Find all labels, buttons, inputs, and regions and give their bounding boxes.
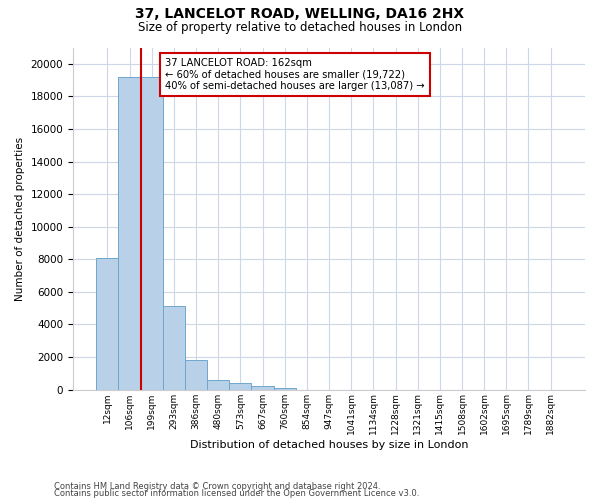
Bar: [118, 77, 140, 390]
Text: Size of property relative to detached houses in London: Size of property relative to detached ho…: [138, 21, 462, 34]
Text: Contains HM Land Registry data © Crown copyright and database right 2024.: Contains HM Land Registry data © Crown c…: [54, 482, 380, 491]
Bar: [274, 388, 296, 390]
Bar: [96, 258, 118, 390]
Bar: [163, 306, 185, 390]
Text: Contains public sector information licensed under the Open Government Licence v3: Contains public sector information licen…: [54, 489, 419, 498]
Bar: [207, 380, 229, 390]
Text: 37, LANCELOT ROAD, WELLING, DA16 2HX: 37, LANCELOT ROAD, WELLING, DA16 2HX: [136, 8, 464, 22]
Y-axis label: Number of detached properties: Number of detached properties: [15, 136, 25, 300]
Bar: [185, 360, 207, 390]
Text: 37 LANCELOT ROAD: 162sqm
← 60% of detached houses are smaller (19,722)
40% of se: 37 LANCELOT ROAD: 162sqm ← 60% of detach…: [165, 58, 425, 91]
Bar: [140, 77, 163, 390]
X-axis label: Distribution of detached houses by size in London: Distribution of detached houses by size …: [190, 440, 468, 450]
Bar: [229, 383, 251, 390]
Bar: [251, 386, 274, 390]
